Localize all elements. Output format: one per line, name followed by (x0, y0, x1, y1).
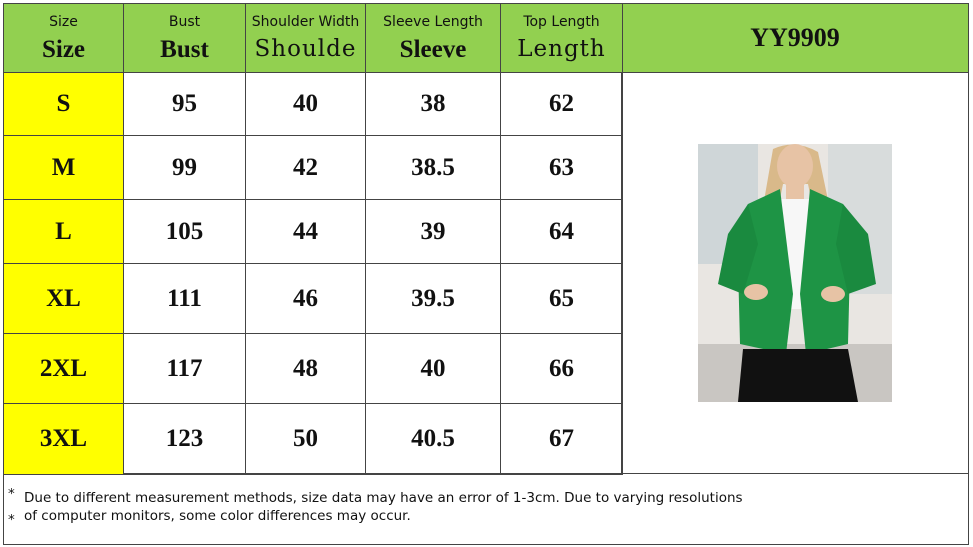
header-big-label: Size (41, 36, 86, 63)
header-big-label: Length (517, 36, 606, 62)
header-label: Top Length (523, 14, 600, 30)
measurement: 95 (172, 90, 197, 117)
note-mark: * (8, 512, 15, 528)
measurement: 99 (172, 153, 197, 181)
value-cell: 48 (245, 333, 366, 404)
header-label: Bust (168, 14, 201, 30)
header-cell: Shoulder Width Shoulde (245, 3, 366, 73)
measurement: 38 (420, 90, 446, 117)
header-big-label: Bust (160, 36, 209, 63)
value-cell: 38.5 (365, 135, 501, 200)
value-cell: 50 (245, 403, 366, 475)
value-cell: 95 (123, 72, 246, 136)
value-cell: 40.5 (365, 403, 501, 475)
measurement: 66 (549, 354, 574, 382)
product-photo (698, 144, 892, 402)
measurement: 65 (549, 284, 574, 312)
value-cell: 111 (123, 263, 246, 334)
note-box (3, 473, 969, 545)
measurement: 67 (549, 425, 574, 452)
measurement: 50 (293, 425, 318, 452)
measurement: 117 (166, 354, 203, 382)
measurement: 39.5 (411, 284, 455, 312)
model-cell: YY9909 (621, 3, 969, 73)
note-line: Due to different measurement methods, si… (24, 490, 743, 506)
size-cell: XL (3, 263, 124, 334)
measurement: 62 (549, 90, 574, 117)
measurement: 46 (293, 284, 318, 312)
measurement: 40 (420, 354, 446, 382)
size-cell: M (3, 135, 124, 200)
size-label: S (56, 90, 71, 117)
measurement: 123 (165, 425, 204, 452)
header-cell: Top Length Length (500, 3, 623, 73)
measurement: 111 (167, 284, 202, 312)
measurement: 42 (293, 153, 318, 181)
value-cell: 65 (500, 263, 623, 334)
measurement: 64 (549, 217, 574, 245)
measurement: 105 (165, 217, 204, 245)
model-code: YY9909 (750, 23, 840, 52)
header-label: Sleeve Length (383, 14, 483, 30)
value-cell: 39.5 (365, 263, 501, 334)
header-label: Shoulder Width (251, 14, 360, 30)
size-cell: L (3, 199, 124, 264)
measurement: 40 (293, 90, 318, 117)
value-cell: 63 (500, 135, 623, 200)
size-label: L (55, 217, 72, 245)
header-cell: Sleeve Length Sleeve (365, 3, 501, 73)
measurement: 40.5 (411, 425, 455, 452)
size-cell: 2XL (3, 333, 124, 404)
size-cell: S (3, 72, 124, 136)
value-cell: 38 (365, 72, 501, 136)
value-cell: 117 (123, 333, 246, 404)
value-cell: 62 (500, 72, 623, 136)
value-cell: 99 (123, 135, 246, 200)
size-label: XL (46, 284, 81, 312)
header-label: Size (49, 14, 78, 30)
value-cell: 40 (365, 333, 501, 404)
size-label: 2XL (39, 354, 88, 382)
value-cell: 67 (500, 403, 623, 475)
value-cell: 66 (500, 333, 623, 404)
photo-cell (621, 72, 969, 474)
measurement: 63 (549, 153, 574, 181)
header-cell: Bust Bust (123, 3, 246, 73)
measurement: 44 (293, 217, 318, 245)
value-cell: 46 (245, 263, 366, 334)
size-cell: 3XL (3, 403, 124, 475)
header-big-label: Shoulde (254, 36, 357, 62)
value-cell: 105 (123, 199, 246, 264)
value-cell: 123 (123, 403, 246, 475)
measurement: 38.5 (411, 153, 455, 181)
value-cell: 39 (365, 199, 501, 264)
note-mark: * (8, 486, 15, 502)
value-cell: 40 (245, 72, 366, 136)
size-label: M (51, 153, 76, 181)
value-cell: 42 (245, 135, 366, 200)
value-cell: 44 (245, 199, 366, 264)
header-big-label: Sleeve (399, 36, 467, 63)
measurement: 48 (293, 354, 318, 382)
value-cell: 64 (500, 199, 623, 264)
size-label: 3XL (39, 425, 88, 452)
header-cell: Size Size (3, 3, 124, 73)
note-line: of computer monitors, some color differe… (24, 508, 411, 524)
measurement: 39 (420, 217, 446, 245)
